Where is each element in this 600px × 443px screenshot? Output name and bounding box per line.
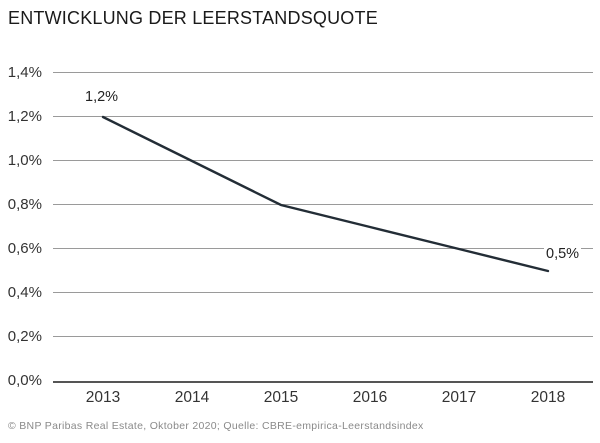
x-axis-baseline <box>53 381 593 383</box>
source-footnote: © BNP Paribas Real Estate, Oktober 2020;… <box>8 420 424 432</box>
y-axis-tick-label: 0,0% <box>7 372 42 389</box>
x-axis-tick-label: 2015 <box>263 389 299 406</box>
chart-title: ENTWICKLUNG DER LEERSTANDSQUOTE <box>8 8 378 28</box>
x-axis-tick-label: 2017 <box>441 389 477 406</box>
x-axis-tick-label: 2013 <box>85 389 121 406</box>
y-axis-tick-label: 0,2% <box>7 328 42 345</box>
data-point-label: 1,2% <box>85 89 119 105</box>
y-axis-tick-label: 0,4% <box>7 284 42 301</box>
gridline <box>53 204 593 205</box>
y-axis-tick-label: 0,8% <box>7 196 42 213</box>
x-axis-tick-label: 2018 <box>530 389 566 406</box>
x-axis-tick-label: 2014 <box>174 389 210 406</box>
y-axis-tick-label: 1,4% <box>7 64 42 81</box>
gridline <box>53 248 593 249</box>
gridline <box>53 160 593 161</box>
x-axis-tick-label: 2016 <box>352 389 388 406</box>
y-axis-tick-label: 0,6% <box>7 240 42 257</box>
y-axis-tick-label: 1,0% <box>7 152 42 169</box>
data-point-label: 0,5% <box>544 246 582 262</box>
gridline <box>53 72 593 73</box>
y-axis-tick-label: 1,2% <box>7 108 42 125</box>
gridline <box>53 336 593 337</box>
gridline <box>53 292 593 293</box>
gridline <box>53 116 593 117</box>
